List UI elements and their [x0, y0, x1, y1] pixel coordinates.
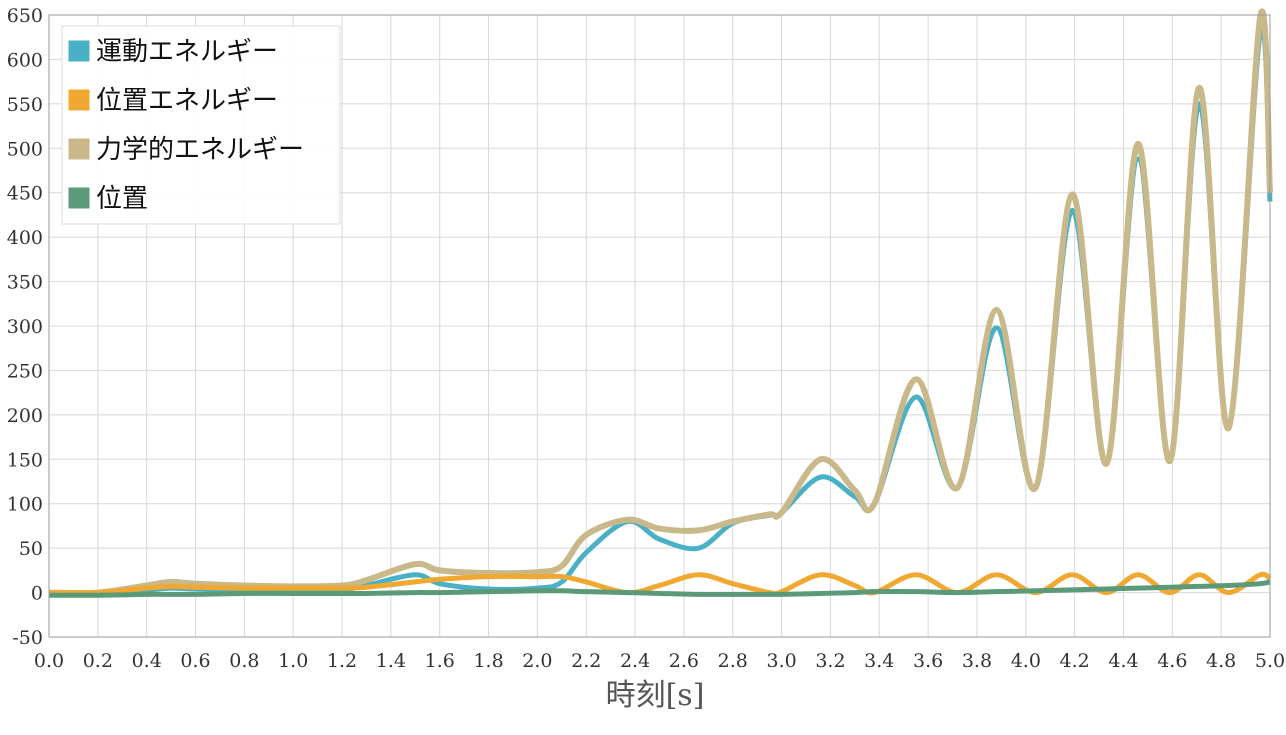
- x-tick-label: 4.4: [1108, 650, 1138, 672]
- legend-swatch: [67, 39, 91, 63]
- x-tick-label: 4.0: [1011, 650, 1041, 672]
- y-tick-label: 250: [7, 360, 43, 382]
- legend-swatch: [67, 88, 91, 112]
- legend-label: 運動エネルギー: [96, 37, 278, 67]
- plot-frame: [48, 14, 1271, 638]
- x-tick-label: 2.6: [669, 650, 699, 672]
- legend-box: [61, 25, 341, 225]
- x-tick-label: 2.8: [718, 650, 748, 672]
- legend-label: 位置エネルギー: [96, 86, 278, 116]
- y-tick-label: 350: [7, 272, 43, 294]
- x-tick-label: 3.8: [962, 650, 992, 672]
- y-tick-label: -50: [12, 627, 43, 649]
- x-tick-label: 4.2: [1060, 650, 1090, 672]
- y-tick-label: 100: [7, 494, 43, 516]
- y-tick-label: 650: [7, 5, 43, 27]
- series-line: [48, 571, 1272, 597]
- y-tick-label: 200: [7, 405, 43, 427]
- x-tick-label: 4.8: [1206, 650, 1236, 672]
- y-tick-label: 550: [7, 94, 43, 116]
- legend-swatch: [67, 186, 91, 210]
- x-tick-label: 2.4: [620, 650, 650, 672]
- x-tick-label: 0.8: [229, 650, 259, 672]
- x-tick-label: 0.4: [132, 650, 162, 672]
- y-tick-label: 50: [19, 538, 43, 560]
- x-tick-label: 0.0: [34, 650, 64, 672]
- x-tick-label: 3.4: [864, 650, 894, 672]
- x-tick-label: 5.0: [1255, 650, 1285, 672]
- y-tick-label: 450: [7, 183, 43, 205]
- x-tick-label: 1.8: [473, 650, 503, 672]
- x-tick-label: 2.2: [571, 650, 601, 672]
- x-tick-label: 3.6: [913, 650, 943, 672]
- x-tick-label: 3.2: [815, 650, 845, 672]
- legend-label: 力学的エネルギー: [96, 135, 304, 165]
- x-tick-label: 1.4: [376, 650, 406, 672]
- x-tick-label: 1.0: [278, 650, 308, 672]
- y-tick-label: 300: [7, 316, 43, 338]
- x-axis-label: 時刻[s]: [606, 678, 705, 713]
- series-line: [48, 579, 1271, 598]
- x-tick-label: 0.6: [180, 650, 210, 672]
- y-tick-label: 0: [31, 583, 43, 605]
- legend-label: 位置: [96, 184, 148, 214]
- x-tick-label: 0.2: [83, 650, 113, 672]
- y-tick-label: 150: [7, 449, 43, 471]
- y-tick-label: 500: [7, 138, 43, 160]
- x-tick-label: 2.0: [522, 650, 552, 672]
- legend-swatch: [67, 137, 91, 161]
- x-tick-label: 3.0: [766, 650, 796, 672]
- x-tick-label: 4.6: [1157, 650, 1187, 672]
- x-tick-label: 1.6: [425, 650, 455, 672]
- x-tick-label: 1.2: [327, 650, 357, 672]
- series-line: [48, 8, 1273, 597]
- y-tick-label: 600: [7, 49, 43, 71]
- y-tick-label: 400: [7, 227, 43, 249]
